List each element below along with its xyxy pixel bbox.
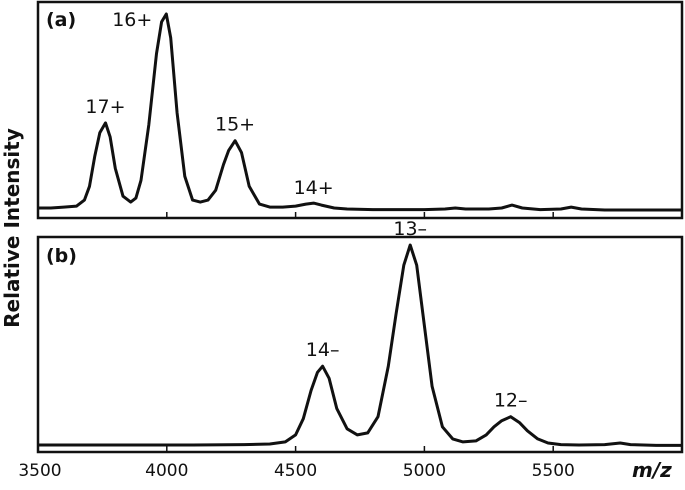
x-tick-label: 5500: [532, 461, 575, 481]
peak-label: 14–: [306, 339, 340, 361]
peak-label: 17+: [85, 96, 125, 118]
x-tick-label: 3500: [18, 461, 61, 481]
spectrum-b: [37, 243, 682, 452]
x-tick-label: 5000: [403, 461, 446, 481]
panel-a-frame: [36, 0, 684, 220]
peak-label: 14+: [294, 177, 334, 199]
x-tick-label: 4500: [274, 461, 317, 481]
spectrum-a: [37, 12, 682, 218]
peak-label: 13–: [393, 218, 427, 240]
x-axis-ticks: 3500 4000 4500 5000 5500: [18, 461, 574, 481]
peak-label: 12–: [494, 390, 528, 412]
peak-label: 16+: [112, 9, 152, 31]
panel-b-label: (b): [46, 245, 77, 267]
panel-a-label: (a): [46, 9, 76, 31]
peak-labels-a: 17+ 16+ 15+ 14+: [85, 9, 333, 199]
peak-label: 15+: [215, 114, 255, 136]
x-axis-label: m/z: [632, 458, 672, 482]
spectrum-line-b: [38, 243, 682, 447]
y-axis-label: Relative Intensity: [0, 128, 24, 328]
spectrum-line-a: [38, 12, 682, 212]
x-tick-label: 4000: [145, 461, 188, 481]
peak-labels-b: 14– 13– 12–: [306, 218, 528, 412]
panel-b-frame: [36, 235, 684, 454]
